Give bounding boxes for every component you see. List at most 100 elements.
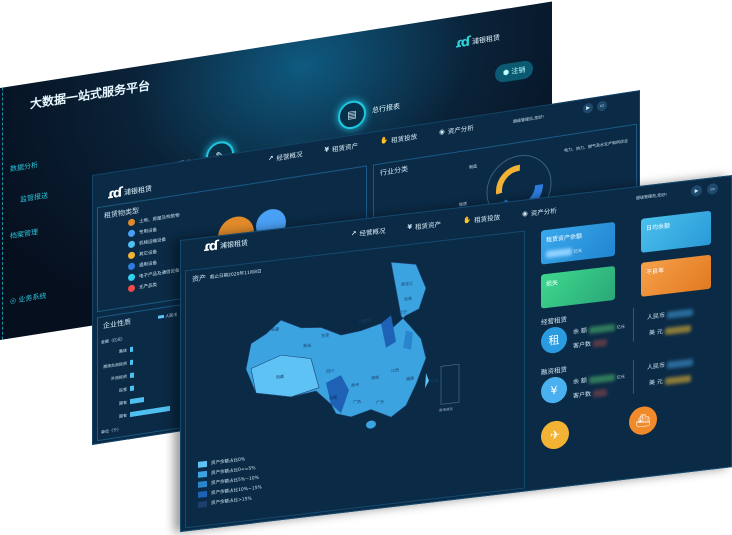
row-label: 集体	[119, 347, 127, 354]
province-label: 广西	[353, 398, 361, 405]
bar	[130, 359, 133, 366]
province-label: 福建	[406, 375, 414, 382]
airplane-icon: ✈	[541, 419, 569, 451]
bar	[130, 385, 134, 392]
legend-label: 资产余额占比0%	[211, 457, 246, 467]
legend-dot	[128, 240, 135, 249]
axis-label: 单位（个）	[101, 426, 121, 435]
chart-icon: ↗	[268, 153, 274, 163]
operating-balance: 余 额 亿元	[573, 323, 625, 336]
id-card-icon[interactable]: ▤	[338, 98, 366, 132]
monitor-icon[interactable]: ▭	[597, 100, 607, 112]
legend-dot	[128, 262, 135, 271]
bar	[130, 372, 134, 379]
nav-lease-assets[interactable]: ¥ 租赁资产	[324, 141, 358, 155]
map-title: 资产	[192, 273, 206, 284]
sidebar-item-archive[interactable]: 档案管理	[10, 228, 38, 241]
hand-icon: ✋	[379, 136, 389, 146]
card-npl-rate[interactable]: 不良率	[641, 254, 711, 297]
province-label: 吉林	[404, 295, 412, 302]
province-label: 辽宁	[399, 308, 407, 315]
legend-label: 其它设备	[139, 249, 157, 258]
province-label: 内蒙古	[359, 317, 371, 324]
legend-swatch	[198, 490, 207, 498]
nav-asset-analysis[interactable]: ◉ 资产分析	[522, 206, 557, 218]
sidebar-ruler	[0, 87, 3, 340]
operating-usd: 美 元	[649, 323, 691, 337]
province-label: 广东	[376, 398, 384, 405]
logout-button[interactable]: ⬢ 注销	[495, 59, 534, 84]
legend-dot	[128, 273, 135, 282]
finance-lease-title: 融资租赁	[541, 365, 567, 377]
logo: ɾɗ 浦银租赁	[455, 33, 501, 52]
province-label: 甘肃	[321, 332, 329, 339]
legend-swatch	[198, 500, 207, 508]
nav-asset-analysis[interactable]: ◉ 资产分析	[439, 123, 474, 137]
card-daily-balance[interactable]: 日均余额	[641, 210, 711, 253]
head-office-report-label: 总行报表	[372, 102, 400, 115]
target-icon: ◉	[522, 209, 528, 218]
province-label: 青海	[303, 342, 311, 349]
enterprise-title: 企业性质	[103, 317, 131, 331]
row-label: 港澳台商投资	[103, 360, 127, 369]
sidebar-item-data-analysis[interactable]: 数据分析	[10, 161, 38, 174]
row-label: 国有	[119, 399, 127, 406]
province-label: 云南	[329, 394, 337, 401]
sidebar-item-business-system[interactable]: ◎ 业务系统	[10, 291, 47, 306]
legend-swatch	[198, 480, 207, 488]
legend-swatch	[198, 460, 207, 468]
legend-label: 无产品类	[139, 282, 157, 291]
nav-overview[interactable]: ↗ 经营概况	[268, 150, 303, 163]
divider	[633, 307, 634, 342]
legend-dot	[128, 218, 135, 227]
province-label: 黑龙江	[401, 280, 413, 287]
province-label: 台湾	[430, 377, 438, 384]
operating-rmb: 人民币	[647, 307, 693, 321]
row-label: 民营	[119, 386, 127, 393]
card-lease-balance[interactable]: 租赁资产余额 亿元	[541, 221, 615, 265]
target-icon: ◉	[439, 127, 445, 137]
row-label: 国有	[119, 412, 127, 419]
nav-lease-investment[interactable]: ✋ 租赁投放	[379, 132, 418, 146]
sidebar-item-regulatory[interactable]: 监管报送	[20, 191, 48, 204]
bar	[130, 405, 170, 418]
industry-label: 电力、热力、燃气及水生产和供应业	[564, 138, 628, 153]
finance-balance: 余 额 亿元	[573, 373, 625, 386]
legend-dot	[128, 284, 135, 293]
row-label: 外商投资	[111, 373, 127, 381]
china-map: 新疆 西藏 青海 四川 云南 内蒙古 黑龙江 吉林 辽宁 甘肃 贵州 广西 广东…	[245, 261, 460, 429]
province-label: 江西	[391, 366, 399, 373]
finance-usd: 美 元	[649, 373, 691, 387]
legend-label: 通用设备	[139, 260, 157, 269]
enterprise-legend: 人民币	[158, 312, 177, 321]
province-label: 新疆	[271, 325, 279, 332]
legend-label: 资产余额占比0<=5%	[211, 466, 256, 477]
legend-label: 专用设备	[139, 227, 157, 236]
legend-label: 机械运输设备	[139, 237, 166, 247]
yuan-icon: ¥	[541, 375, 567, 405]
industry-title: 行业分类	[380, 165, 408, 178]
province-label: 贵州	[351, 381, 359, 388]
card-loss[interactable]: 损失	[541, 265, 615, 309]
asset-map-panel: 资产 截止日期2020年11月8日 新疆 西藏 青海 四川 云南 内蒙古 黑龙江…	[185, 230, 525, 529]
play-icon[interactable]: ▶	[583, 102, 593, 114]
monitor-icon[interactable]: ▭	[707, 182, 718, 196]
legend-label: 资产余额占比>15%	[211, 496, 252, 507]
bar	[130, 346, 133, 353]
bar	[130, 396, 144, 405]
operating-customers: 客户数	[573, 337, 607, 350]
nav-lease-investment[interactable]: ✋ 租赁投放	[462, 213, 501, 225]
province-label: 西藏	[276, 373, 284, 380]
nav-overview[interactable]: ↗ 经营概况	[351, 226, 386, 238]
app-title: 大数据一站式服务平台	[30, 78, 151, 112]
yuan-circle-icon: ¥	[407, 222, 412, 232]
inset-label: 南海诸岛	[439, 406, 453, 413]
finance-rmb: 人民币	[647, 357, 693, 371]
hand-icon: ✋	[462, 215, 472, 225]
enterprise-panel: 企业性质 人民币 金额（亿元） 集体 港澳台商投资 外商投资 民营 国有 国有 单位（个）	[97, 303, 187, 442]
province-label: 四川	[326, 368, 334, 374]
nav-lease-assets[interactable]: ¥ 租赁资产	[407, 220, 441, 232]
province-label: 湖南	[371, 374, 379, 381]
ship-icon: ⛴	[629, 404, 657, 437]
play-icon[interactable]: ▶	[691, 184, 702, 197]
